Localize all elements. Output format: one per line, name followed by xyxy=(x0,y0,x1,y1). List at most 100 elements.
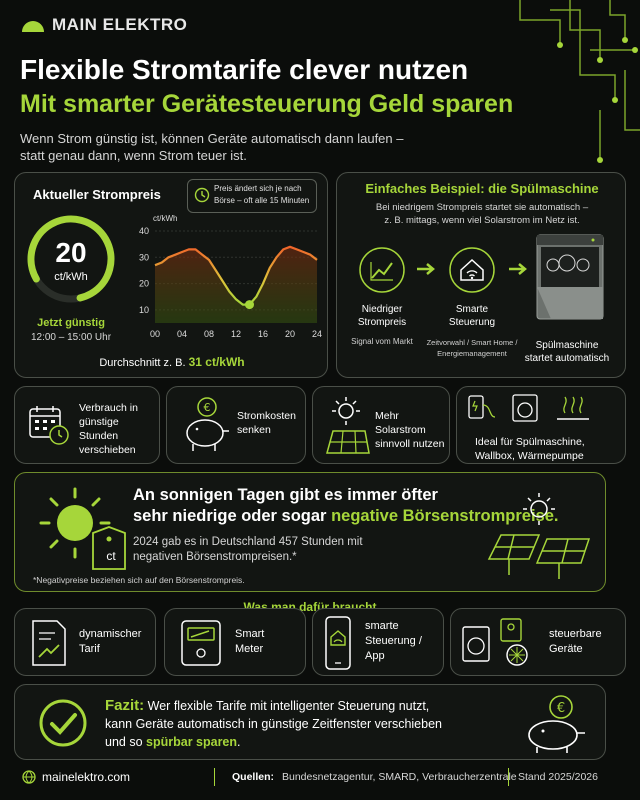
price-average-value: 31 ct/kWh xyxy=(188,355,245,369)
price-tag-text: ct xyxy=(106,549,116,563)
price-average: Durchschnitt z. B. 31 ct/kWh xyxy=(15,355,329,369)
arrow-right-icon xyxy=(509,263,527,275)
benefit-card-solar: Mehr Solarstrom sinnvoll nutzen xyxy=(312,386,450,464)
appliances-icon xyxy=(468,394,589,422)
tariff-document-icon xyxy=(32,620,66,666)
step-2-label-2: Steuerung xyxy=(448,317,496,328)
need-2-line-2: Meter xyxy=(235,643,264,655)
example-desc-line-1: Bei niedrigem Strompreis startet sie aut… xyxy=(375,202,589,213)
chart-y-tick: 40 xyxy=(139,226,149,236)
price-note: Preis ändert sich je nach Börse – oft al… xyxy=(187,179,317,213)
footer-sources: Bundesnetzagentur, SMARD, Verbraucherzen… xyxy=(282,771,517,783)
benefit-2-line-1: Stromkosten xyxy=(237,410,296,422)
price-gauge xyxy=(27,215,115,303)
step-2-sub-2: Energiemanagement xyxy=(437,349,507,358)
chart-y-tick: 20 xyxy=(139,279,149,289)
chart-area xyxy=(155,246,317,323)
need-card-devices: steuerbare Geräte xyxy=(450,608,626,676)
example-description: Bei niedrigem Strompreis startet sie aut… xyxy=(337,201,627,227)
globe-icon xyxy=(22,770,36,784)
controllable-devices-icon xyxy=(462,618,528,666)
page-title: Flexible Stromtarife clever nutzen xyxy=(20,54,469,85)
piggy-bank-icon: € xyxy=(528,695,585,753)
intro-text: Wenn Strom günstig ist, können Geräte au… xyxy=(20,130,404,164)
price-average-label: Durchschnitt z. B. xyxy=(99,357,186,369)
footer-divider xyxy=(214,768,215,786)
brand-logo[interactable]: MAIN ELEKTRO xyxy=(20,14,187,36)
need-1-line-1: dynamischer xyxy=(79,628,142,640)
step-1-label-1: Niedriger xyxy=(361,304,403,315)
smartphone-app-icon xyxy=(325,616,351,670)
benefit-card-shift: Verbrauch in günstige Stunden verschiebe… xyxy=(14,386,160,464)
brand-name: MAIN ELEKTRO xyxy=(52,15,188,34)
sunny-body-2: negativen Börsenstrompreisen.* xyxy=(133,551,297,563)
price-card: Aktueller Strompreis Preis ändert sich j… xyxy=(14,172,328,378)
benefit-1-line-3: verschieben xyxy=(79,444,136,456)
benefit-2-line-2: senken xyxy=(237,424,271,436)
price-unit: ct/kWh xyxy=(54,271,88,283)
conclusion-line-3a: und so xyxy=(105,735,147,749)
smart-home-icon xyxy=(449,247,495,293)
chart-x-tick: 24 xyxy=(312,329,322,339)
sun-price-tag-icon xyxy=(39,487,126,570)
conclusion-line-1: Wer flexible Tarife mit intelligenter St… xyxy=(147,699,430,713)
price-chart: ct/kWh 10 20 30 40 00 04 08 12 16 20 24 xyxy=(139,214,322,339)
step-1-sub: Signal vom Markt xyxy=(351,337,413,346)
footer: mainelektro.com Quellen: Bundesnetzagent… xyxy=(0,766,640,790)
need-3-line-1: smarte xyxy=(365,620,399,632)
circuit-decoration xyxy=(519,0,640,163)
price-note-line-2: Börse – oft alle 15 Minuten xyxy=(214,196,310,205)
conclusion-line-3c: . xyxy=(237,735,241,749)
benefit-3-line-2: sinnvoll nutzen xyxy=(375,438,445,450)
need-3-line-2: Steuerung / xyxy=(365,635,422,647)
benefit-3-line-1: Mehr Solarstrom xyxy=(375,410,426,436)
calendar-clock-icon xyxy=(29,406,69,445)
sun-solar-panels-icon xyxy=(487,493,591,579)
dishwasher-icon xyxy=(536,234,604,320)
need-2-line-1: Smart xyxy=(235,628,265,640)
intro-line-2: statt genau dann, wenn Strom teuer ist. xyxy=(20,148,247,163)
need-card-app: smarte Steuerung / App xyxy=(312,608,444,676)
step-3-label-1: Spülmaschine xyxy=(535,340,599,351)
sun-solar-icon xyxy=(326,397,370,454)
need-3-line-3: App xyxy=(365,650,385,662)
sunny-body-1: 2024 gab es in Deutschland 457 Stunden m… xyxy=(133,536,363,548)
need-4-line-2: Geräte xyxy=(549,643,583,655)
chart-x-tick: 00 xyxy=(150,329,160,339)
price-time-window: 12:00 – 15:00 Uhr xyxy=(30,332,112,343)
chart-rising-icon xyxy=(359,247,405,293)
step-2-sub-1: Zeitvorwahl / Smart Home / xyxy=(426,338,518,347)
sunny-footnote: *Negativpreise beziehen sich auf den Bör… xyxy=(33,575,245,585)
footer-website[interactable]: mainelektro.com xyxy=(42,770,131,784)
conclusion-line-2: kann Geräte automatisch in günstige Zeit… xyxy=(105,717,442,731)
step-3-label-2: startet automatisch xyxy=(524,353,610,364)
clock-icon xyxy=(194,187,210,203)
step-2-label-1: Smarte xyxy=(455,304,489,315)
need-card-meter: Smart Meter xyxy=(164,608,306,676)
svg-text:€: € xyxy=(557,701,565,716)
negative-prices-card: ct An sonnigen Tagen gibt es immer öfter… xyxy=(14,472,606,592)
price-note-line-1: Preis ändert sich je nach xyxy=(214,184,302,193)
chart-x-tick: 16 xyxy=(258,329,268,339)
arrow-right-icon xyxy=(417,263,435,275)
step-dishwasher: Spülmaschine startet automatisch xyxy=(513,233,621,373)
benefit-card-appliances: Ideal für Spülmaschine, Wallbox, Wärmepu… xyxy=(456,386,626,464)
need-1-line-2: Tarif xyxy=(79,643,100,655)
benefit-4-line-2: Wallbox, Wärmepumpe xyxy=(475,450,584,462)
logo-icon xyxy=(22,21,44,32)
step-1-label-2: Strompreis xyxy=(357,317,407,328)
sunny-headline-2b: negative Börsenstrompreise. xyxy=(331,507,559,525)
benefit-1-line-2: günstige Stunden xyxy=(79,416,119,442)
sunny-headline-2a: sehr niedrige oder sogar xyxy=(133,507,332,525)
chart-y-tick: 10 xyxy=(139,305,149,315)
benefit-1-line-1: Verbrauch in xyxy=(79,402,138,414)
price-card-title: Aktueller Strompreis xyxy=(33,187,161,202)
chart-current-marker xyxy=(245,300,254,310)
chart-x-tick: 08 xyxy=(204,329,214,339)
step-low-price: Niedriger Strompreis Signal vom Markt xyxy=(349,245,415,375)
conclusion-card: Fazit: Wer flexible Tarife mit intellige… xyxy=(14,684,606,760)
footer-sources-label: Quellen: xyxy=(232,771,275,783)
chart-x-tick: 20 xyxy=(285,329,295,339)
chart-y-tick: 30 xyxy=(139,252,149,262)
example-title: Einfaches Beispiel: die Spülmaschine xyxy=(365,181,599,196)
